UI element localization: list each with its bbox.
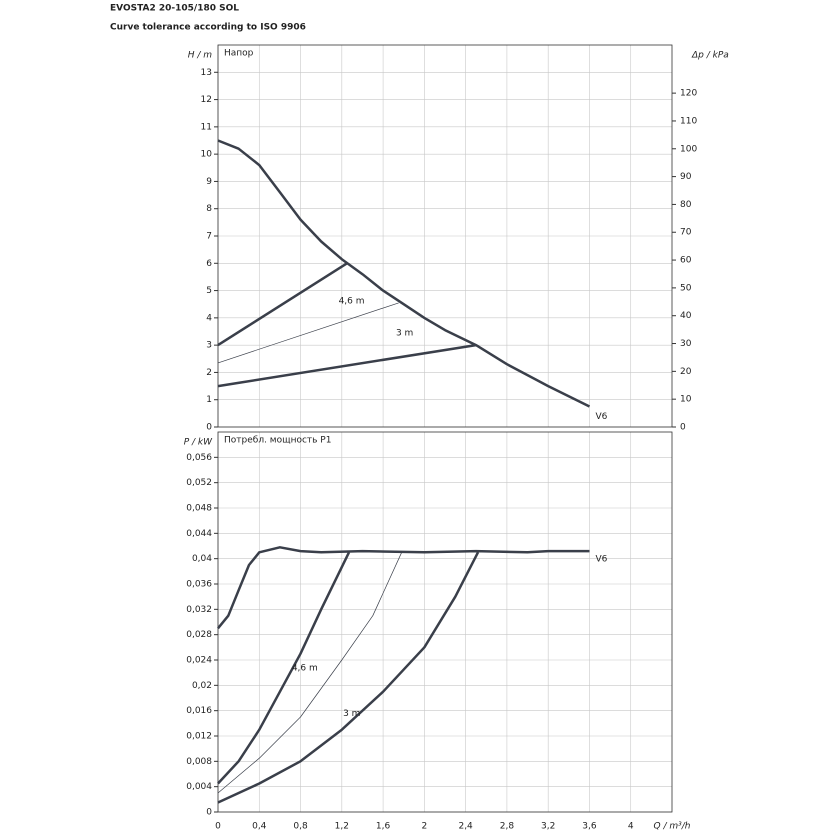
x-tick-label: 1,2 bbox=[335, 822, 349, 832]
series-line bbox=[217, 551, 351, 785]
series-label: V6 bbox=[595, 412, 607, 422]
y-tick-label: 0,024 bbox=[186, 656, 212, 666]
y-tick-label: 0,02 bbox=[192, 681, 212, 691]
panel-title: Потребл. мощность P1 bbox=[224, 436, 331, 446]
y-tick-label: 0,016 bbox=[186, 706, 212, 716]
y-tick-label: 10 bbox=[201, 150, 213, 160]
y2-tick-label: 40 bbox=[680, 311, 692, 321]
series-line bbox=[217, 546, 590, 630]
page-title: EVOSTA2 20-105/180 SOL bbox=[110, 4, 239, 14]
y-tick-label: 0 bbox=[206, 808, 212, 818]
y-tick-label: 13 bbox=[201, 68, 212, 78]
series-label: V6 bbox=[595, 555, 607, 565]
series-line bbox=[217, 551, 480, 804]
plot-frame bbox=[217, 431, 673, 813]
y-axis-label: H / m bbox=[188, 51, 213, 61]
y2-tick-label: 0 bbox=[680, 423, 686, 433]
y-tick-label: 12 bbox=[201, 95, 212, 105]
x-tick-label: 2,8 bbox=[500, 822, 515, 832]
y-tick-label: 3 bbox=[206, 341, 212, 351]
y-tick-label: 0,012 bbox=[186, 732, 212, 742]
x-tick-label: 2,4 bbox=[458, 822, 473, 832]
y-tick-label: 0,008 bbox=[186, 757, 212, 767]
y-tick-label: 0,044 bbox=[186, 529, 212, 539]
panel-title: Напор bbox=[224, 49, 254, 59]
series-line bbox=[217, 139, 591, 408]
y-tick-label: 8 bbox=[206, 204, 212, 214]
page-subtitle: Curve tolerance according to ISO 9906 bbox=[110, 23, 306, 33]
y-tick-label: 0,048 bbox=[186, 504, 212, 514]
y2-tick-label: 60 bbox=[680, 256, 692, 266]
y-tick-label: 6 bbox=[206, 259, 212, 269]
y-tick-label: 0,052 bbox=[186, 478, 212, 488]
y-tick-label: 0,04 bbox=[192, 554, 212, 564]
x-tick-label: 0 bbox=[215, 822, 221, 832]
y-tick-label: 0,056 bbox=[186, 453, 212, 463]
x-tick-label: 0,8 bbox=[293, 822, 308, 832]
y-tick-label: 0,028 bbox=[186, 630, 212, 640]
series-line bbox=[217, 343, 477, 388]
y2-tick-label: 120 bbox=[680, 89, 697, 99]
y-tick-label: 11 bbox=[201, 122, 212, 132]
y2-tick-label: 30 bbox=[680, 339, 692, 349]
series-line bbox=[217, 552, 403, 794]
y-tick-label: 0,004 bbox=[186, 782, 212, 792]
y2-tick-label: 90 bbox=[680, 172, 692, 182]
y-tick-label: 9 bbox=[206, 177, 212, 187]
x-tick-label: 3,2 bbox=[541, 822, 555, 832]
y2-tick-label: 50 bbox=[680, 283, 692, 293]
y-tick-label: 2 bbox=[206, 368, 212, 378]
y2-tick-label: 110 bbox=[680, 116, 697, 126]
plot-frame bbox=[217, 44, 673, 428]
y2-tick-label: 80 bbox=[680, 200, 692, 210]
y2-tick-label: 70 bbox=[680, 228, 692, 238]
x-tick-label: 3,6 bbox=[582, 822, 597, 832]
y-tick-label: 1 bbox=[206, 395, 212, 405]
series-label: 3 m bbox=[396, 329, 413, 339]
y2-tick-label: 100 bbox=[680, 144, 697, 154]
series-label: 4,6 m bbox=[339, 296, 365, 306]
x-tick-label: 2 bbox=[421, 822, 427, 832]
y-tick-label: 7 bbox=[206, 232, 212, 242]
y-tick-label: 0,032 bbox=[186, 605, 212, 615]
y2-tick-label: 20 bbox=[680, 367, 692, 377]
y2-axis-label: Δp / kPa bbox=[691, 51, 729, 61]
x-tick-label: 1,6 bbox=[376, 822, 391, 832]
y-tick-label: 5 bbox=[206, 286, 212, 296]
series-label: 3 m bbox=[343, 709, 360, 719]
series-line bbox=[217, 262, 348, 347]
y-tick-label: 4 bbox=[206, 313, 212, 323]
series-label: 4,6 m bbox=[292, 664, 318, 674]
y-axis-label: P / kW bbox=[184, 438, 213, 448]
x-tick-label: 0,4 bbox=[252, 822, 267, 832]
y-tick-label: 0 bbox=[206, 423, 212, 433]
y2-tick-label: 10 bbox=[680, 395, 692, 405]
series-line bbox=[217, 302, 399, 364]
x-axis-label: Q / m³/h bbox=[654, 822, 691, 832]
x-tick-label: 4 bbox=[628, 822, 634, 832]
y-tick-label: 0,036 bbox=[186, 580, 212, 590]
